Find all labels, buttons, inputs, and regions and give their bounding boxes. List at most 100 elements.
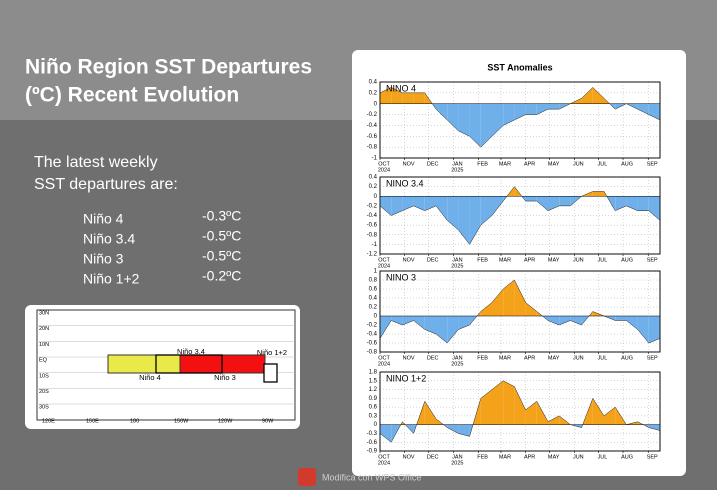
y-tick-label: 1 xyxy=(374,269,378,275)
chart-title: NINO 3.4 xyxy=(386,178,424,188)
panel-title: SST Anomalies xyxy=(487,62,552,72)
y-tick-label: 0.3 xyxy=(369,413,378,419)
x-tick-label: MAR xyxy=(499,355,511,361)
watermark: Modifica con WPS Office xyxy=(322,472,421,482)
y-tick-label: 0.6 xyxy=(369,405,378,411)
y-tick-label: -1 xyxy=(372,242,378,248)
area-segment xyxy=(424,196,436,211)
area-segment xyxy=(548,103,560,110)
slide-title: (ºC) Recent Evolution xyxy=(25,84,239,107)
y-tick-label: -0.4 xyxy=(367,123,378,129)
x-tick-label: DEC xyxy=(427,161,439,167)
area-segment xyxy=(391,316,403,325)
x-tick-label: NOV xyxy=(403,454,415,460)
area-segment xyxy=(559,196,571,206)
y-tick-label: -1 xyxy=(372,156,378,162)
x-tick-label: JUL xyxy=(598,454,608,460)
plot-area xyxy=(379,81,661,159)
x-tick-label: MAR xyxy=(499,454,511,460)
y-tick-label: -0.6 xyxy=(367,134,378,140)
area-segment xyxy=(525,401,537,425)
x-tick-label: AUG xyxy=(621,257,633,263)
area-segment xyxy=(413,316,425,330)
area-segment xyxy=(480,196,492,226)
x-tick-label: JAN xyxy=(452,454,462,460)
area-segment xyxy=(492,289,504,316)
nino12-box xyxy=(263,363,278,383)
x-tick-label: SEP xyxy=(647,257,658,263)
area-segment xyxy=(458,196,470,245)
x-tick-label: FEB xyxy=(477,355,488,361)
y-tick-label: 0.4 xyxy=(369,80,378,86)
area-segment xyxy=(503,280,515,316)
x-tick-label: JUL xyxy=(598,355,608,361)
y-tick-label: 1.2 xyxy=(369,387,378,393)
slide-title: Niño Region SST Departures xyxy=(25,56,312,79)
region-value: -0.3ºC xyxy=(202,208,241,224)
area-segment xyxy=(503,103,515,126)
area-segment xyxy=(402,316,414,325)
area-segment xyxy=(592,191,604,197)
area-segment xyxy=(480,389,492,425)
y-tick-label: -0.8 xyxy=(367,350,378,356)
y-tick-label: -0.4 xyxy=(367,213,378,219)
area-segment xyxy=(637,103,649,115)
y-tick-label: 0.9 xyxy=(369,396,378,402)
x-tick-label: APR xyxy=(524,355,535,361)
y-tick-label: 0.2 xyxy=(369,184,378,190)
lon-label: 120W xyxy=(218,418,233,424)
area-segment xyxy=(447,196,459,230)
x-tick-label: JUL xyxy=(598,161,608,167)
x-tick-label: APR xyxy=(524,454,535,460)
lat-label: EQ xyxy=(39,358,48,364)
plot-frame xyxy=(379,270,661,353)
x-tick-label: JUN xyxy=(573,257,584,263)
anomaly-line xyxy=(379,279,661,344)
intro-text: SST departures are: xyxy=(34,176,178,193)
area-segment xyxy=(436,103,448,120)
y-tick-label: -0.8 xyxy=(367,232,378,238)
x-tick-label: JAN xyxy=(452,161,462,167)
lat-label: 20S xyxy=(39,389,49,395)
area-segment xyxy=(469,103,481,148)
area-segment xyxy=(592,398,604,425)
year-label: 2024 xyxy=(378,167,390,173)
x-tick-label: NOV xyxy=(403,257,415,263)
x-tick-label: JAN xyxy=(452,355,462,361)
x-tick-label: NOV xyxy=(403,355,415,361)
x-tick-label: NOV xyxy=(403,161,415,167)
plot-frame xyxy=(379,176,661,255)
x-tick-label: MAY xyxy=(548,257,560,263)
x-tick-label: SEP xyxy=(647,454,658,460)
lon-label: 180 xyxy=(130,418,139,424)
y-tick-label: -1.2 xyxy=(367,252,378,258)
map: 30N 20N 10N EQ 10S 20S 30S 120E 150E 180 150W 120W 9… xyxy=(25,305,300,429)
y-tick-label: 0 xyxy=(374,101,378,107)
y-tick-label: 0 xyxy=(374,314,378,320)
area-segment xyxy=(559,316,571,325)
year-label: 2024 xyxy=(378,361,390,367)
x-tick-label: AUG xyxy=(621,355,633,361)
y-tick-label: 0.8 xyxy=(369,278,378,284)
nino34-box xyxy=(155,354,223,374)
area-segment xyxy=(648,424,660,431)
region-label: Niño 4 xyxy=(139,373,161,382)
intro-text: The latest weekly xyxy=(34,154,158,171)
year-label: 2025 xyxy=(451,263,463,269)
area-segment xyxy=(391,196,403,216)
area-segment xyxy=(391,87,403,104)
x-tick-label: APR xyxy=(524,257,535,263)
lon-label: 120E xyxy=(42,418,55,424)
region-label: Niño 3 xyxy=(214,373,236,382)
plot-frame xyxy=(379,371,661,452)
y-tick-label: 0.2 xyxy=(369,305,378,311)
area-segment xyxy=(615,316,627,321)
x-tick-label: OCT xyxy=(378,355,390,361)
area-segment xyxy=(503,380,515,425)
lat-label: 20N xyxy=(39,326,49,332)
area-segment xyxy=(480,103,492,148)
area-segment xyxy=(604,407,616,425)
lon-label: 90W xyxy=(262,418,274,424)
lat-label: 30N xyxy=(39,310,49,316)
